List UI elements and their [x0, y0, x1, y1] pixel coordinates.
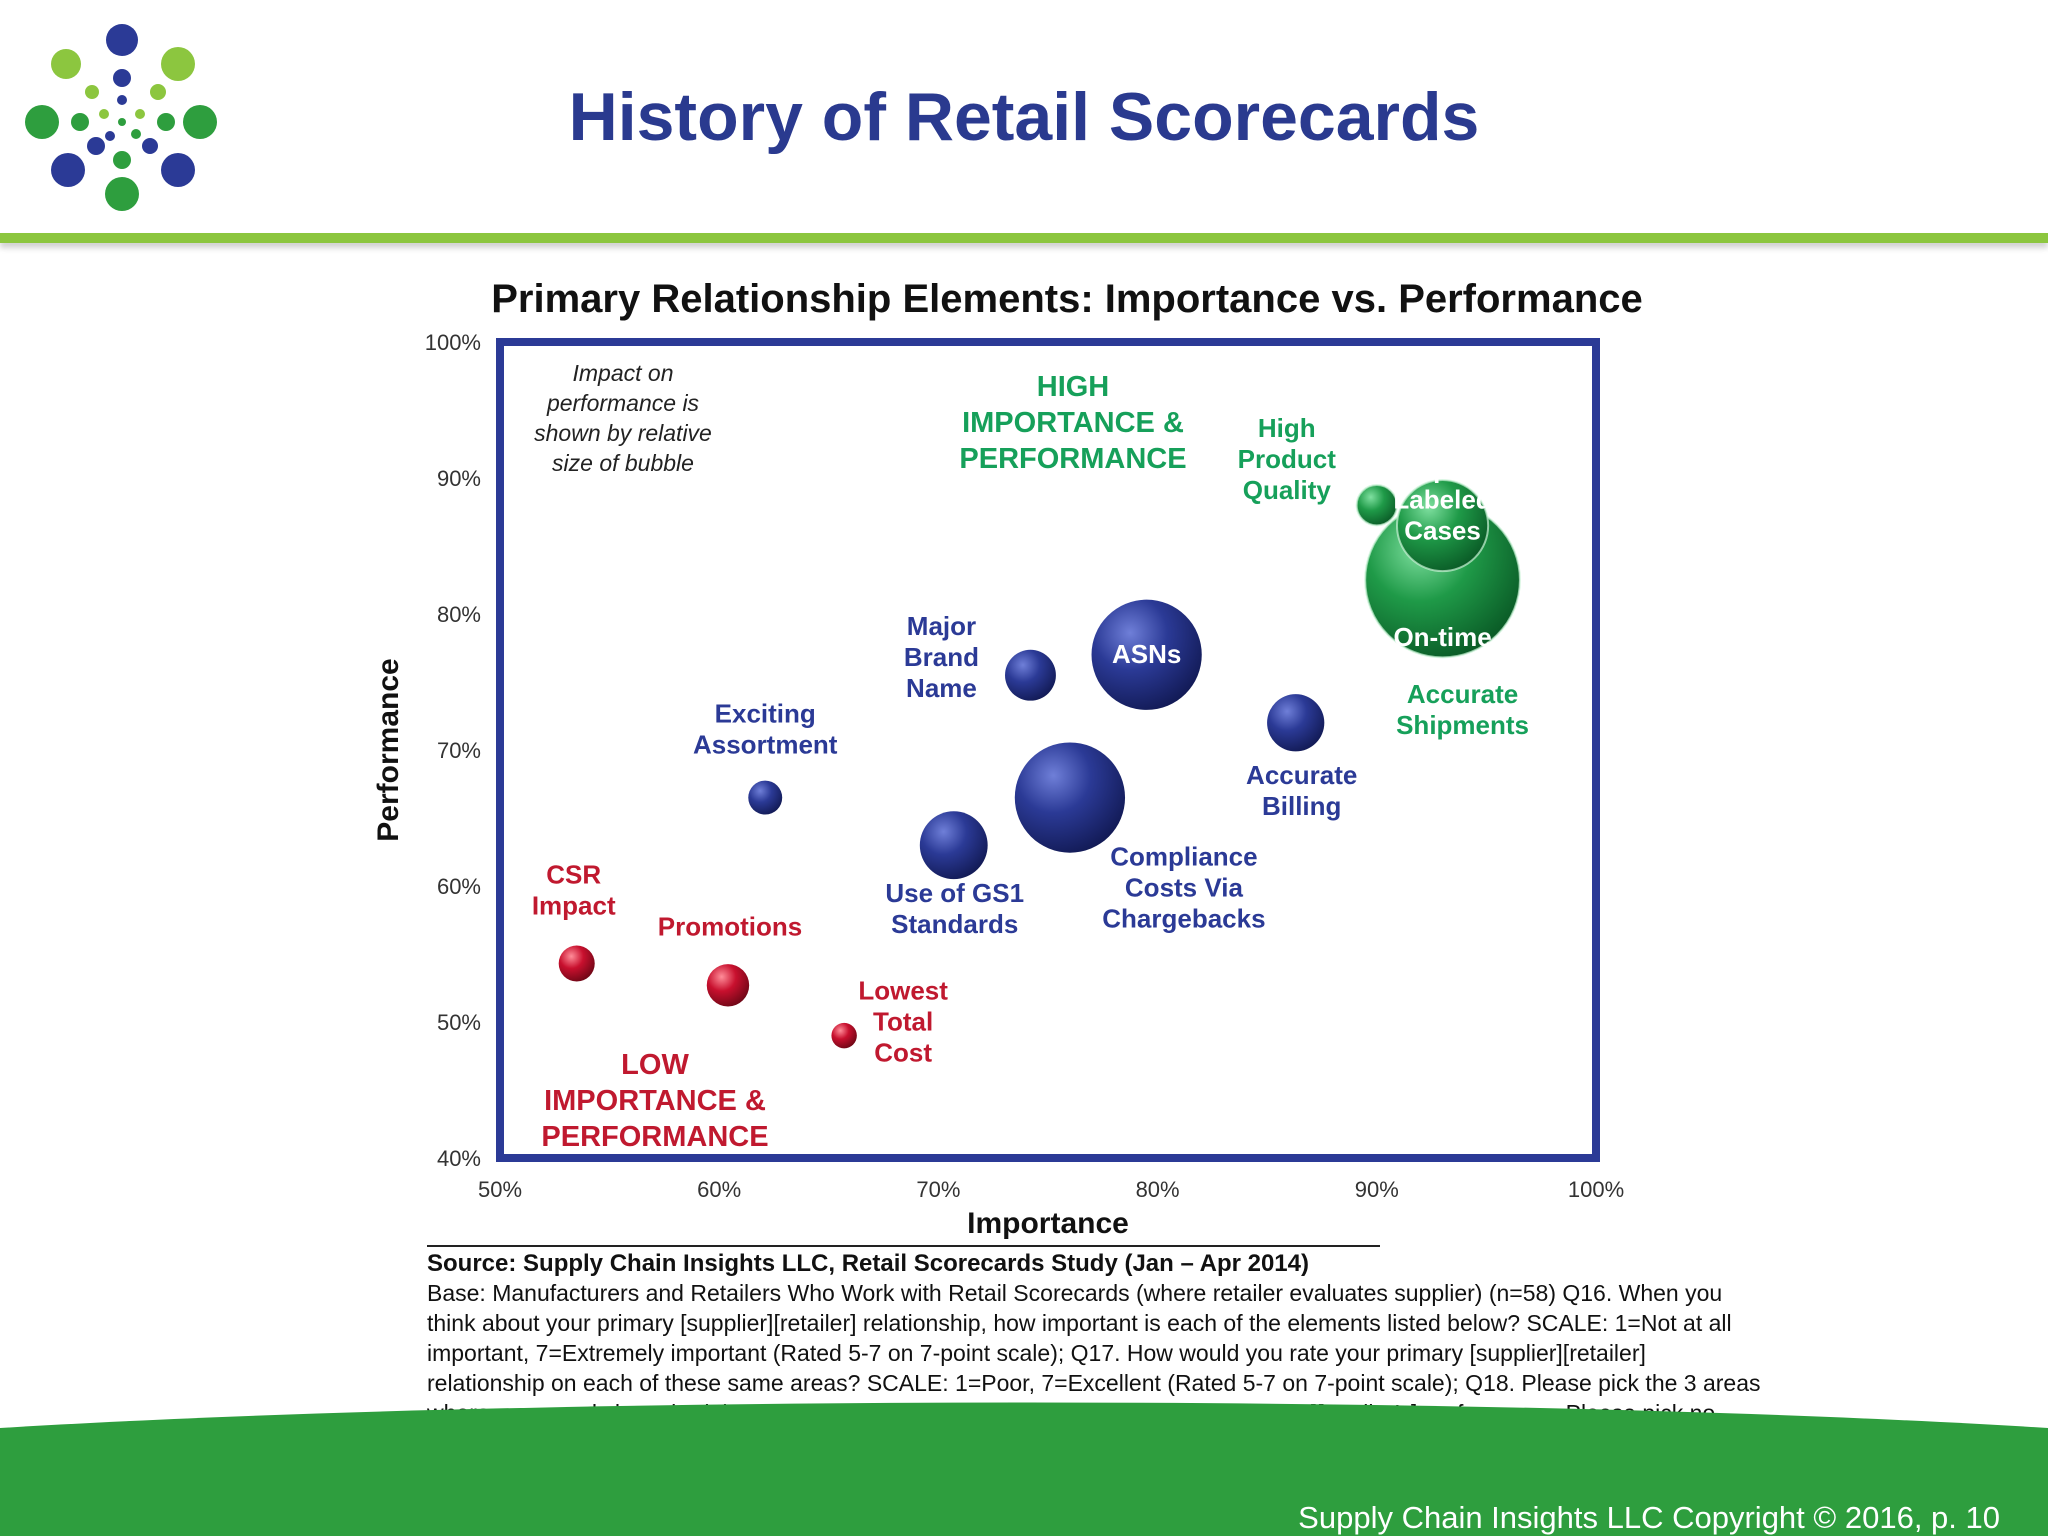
logo-dot — [157, 113, 175, 131]
logo-dot — [135, 109, 145, 119]
x-tick-label: 50% — [478, 1177, 522, 1202]
logo-dot — [150, 84, 166, 100]
bubble-label: High Product Quality — [1238, 413, 1337, 505]
y-tick-label: 70% — [437, 738, 481, 763]
bubble-promotions — [706, 964, 750, 1007]
page-title: History of Retail Scorecards — [568, 79, 1480, 155]
logo-dot — [118, 118, 126, 126]
y-tick-label: 80% — [437, 602, 481, 627]
source-divider — [427, 1245, 1380, 1247]
logo-dot — [161, 153, 195, 187]
bubble-compliance-costs-via-chargebacks — [1014, 742, 1126, 853]
y-tick-label: 100% — [425, 330, 481, 355]
bubble-label: Major Brand Name — [904, 611, 979, 703]
x-tick-label: 80% — [1136, 1177, 1180, 1202]
bubble-high-product-quality — [1355, 484, 1398, 527]
bubble-label: Promotions — [658, 911, 802, 941]
logo-dot — [99, 109, 109, 119]
bubble-csr-impact — [558, 945, 595, 982]
logo-dot — [113, 151, 131, 169]
logo-dot — [85, 85, 99, 99]
logo-dot — [142, 138, 158, 154]
logo-dot — [51, 49, 81, 79]
logo-dot — [87, 137, 105, 155]
bubble-use-of-gs1-standards — [919, 811, 988, 880]
bubble-accurate-billing — [1267, 694, 1325, 752]
bubble-asns — [1091, 599, 1202, 710]
bubble-label: Exciting Assortment — [693, 699, 838, 760]
x-tick-label: 100% — [1568, 1177, 1624, 1202]
footer-band — [0, 1402, 2048, 1536]
bubble-label: On-time — [1393, 622, 1491, 652]
bubble-lowest-total-cost — [831, 1022, 857, 1049]
x-tick-label: 60% — [697, 1177, 741, 1202]
y-tick-label: 50% — [437, 1010, 481, 1035]
bubble-label: Compliance Costs Via Chargebacks — [1102, 842, 1265, 934]
bubble-exciting-assortment — [748, 780, 783, 815]
bubble-label: Accurate Billing — [1246, 760, 1357, 821]
x-tick-label: 70% — [916, 1177, 960, 1202]
y-tick-label: 40% — [437, 1146, 481, 1171]
x-tick-label: 90% — [1355, 1177, 1399, 1202]
bubble-chart: Primary Relationship Elements: Importanc… — [372, 277, 1643, 1240]
logo-dot — [71, 113, 89, 131]
logo-dot — [131, 129, 141, 139]
plot-frame — [496, 338, 1600, 1162]
logo-dot — [51, 153, 85, 187]
logo-dot — [105, 131, 115, 141]
header-divider — [0, 233, 2048, 243]
bubble-major-brand-name — [1005, 649, 1056, 701]
y-tick-label: 60% — [437, 874, 481, 899]
chart-title: Primary Relationship Elements: Importanc… — [491, 277, 1643, 321]
quadrant-label-high: HIGH IMPORTANCE & PERFORMANCE — [959, 371, 1186, 475]
bubble-label: Properly Labeled Cases — [1390, 454, 1496, 546]
bubble-label: Accurate Shipments — [1396, 679, 1529, 740]
dot-burst-logo-icon — [25, 24, 217, 211]
bubble-properly-labeled-cases — [1395, 479, 1490, 573]
source-line: Source: Supply Chain Insights LLC, Retai… — [427, 1250, 1309, 1277]
bubble-label: Use of GS1 Standards — [885, 878, 1024, 939]
logo-dot — [161, 47, 195, 81]
bubble-size-note: Impact on performance is shown by relative… — [534, 360, 712, 476]
logo-dot — [25, 105, 59, 139]
source-notes: Base: Manufacturers and Retailers Who Wo… — [427, 1280, 1761, 1456]
footer-copyright: Supply Chain Insights LLC Copyright © 20… — [1298, 1500, 2000, 1535]
y-tick-label: 90% — [437, 466, 481, 491]
y-axis-label: Performance — [372, 658, 405, 841]
bubble-label: CSR Impact — [532, 860, 616, 921]
logo-dot — [117, 95, 127, 105]
logo-dot — [113, 69, 131, 87]
x-axis-label: Importance — [967, 1207, 1129, 1240]
bubble-label: ASNs — [1112, 639, 1181, 669]
quadrant-label-low: LOW IMPORTANCE & PERFORMANCE — [541, 1049, 768, 1153]
bubble-label: Lowest Total Cost — [858, 976, 948, 1068]
logo-dot — [105, 177, 139, 211]
logo-dot — [106, 24, 138, 56]
logo-dot — [183, 105, 217, 139]
